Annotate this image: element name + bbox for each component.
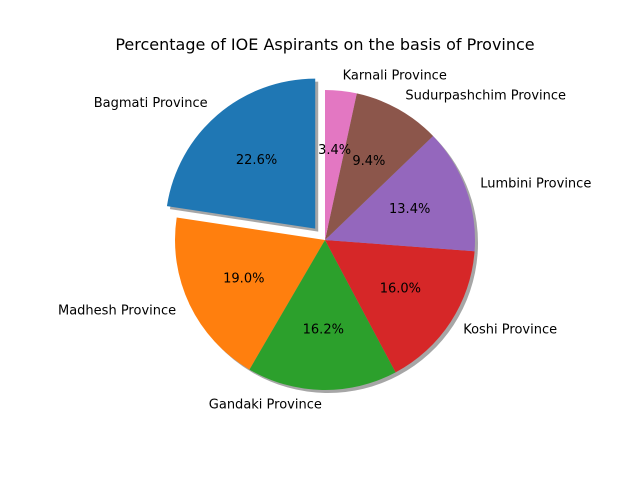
- slice-percent-bagmati-province: 22.6%: [236, 153, 277, 168]
- slice-label-lumbini-province: Lumbini Province: [480, 177, 591, 192]
- percent-labels: 22.6% 19.0% 16.2% 16.0% 13.4% 9.4%3.4%: [223, 143, 430, 337]
- slice-label-sudurpashchim-province: Sudurpashchim Province: [405, 88, 566, 103]
- slice-gandaki-province: [249, 240, 396, 390]
- slice-label-gandaki-province: Gandaki Province: [209, 397, 322, 412]
- slice-percent-koshi-province: 16.0%: [380, 282, 421, 297]
- slice-percent-karnali-province: 3.4%: [318, 143, 351, 158]
- slice-label-madhesh-province: Madhesh Province: [58, 304, 176, 319]
- chart-title: Percentage of IOE Aspirants on the basis…: [115, 35, 534, 54]
- slice-percent-madhesh-province: 19.0%: [223, 271, 264, 286]
- slices: [166, 78, 475, 390]
- slice-label-koshi-province: Koshi Province: [463, 323, 557, 338]
- slice-label-bagmati-province: Bagmati Province: [94, 96, 208, 111]
- slice-lumbini-province: [325, 135, 475, 252]
- slice-percent-gandaki-province: 16.2%: [303, 322, 344, 337]
- slice-bagmati-province: [166, 78, 316, 229]
- slice-koshi-province: [325, 240, 475, 373]
- slice-karnali-province: [325, 90, 357, 240]
- slice-label-karnali-province: Karnali Province: [343, 68, 447, 83]
- slice-percent-lumbini-province: 13.4%: [389, 202, 430, 217]
- slice-sudurpashchim-province: [325, 93, 434, 240]
- slice-labels: Bagmati Province Madhesh Province Gandaki …: [58, 68, 591, 412]
- slice-madhesh-province: [175, 217, 325, 370]
- slice-percent-sudurpashchim-province: 9.4%: [352, 154, 385, 169]
